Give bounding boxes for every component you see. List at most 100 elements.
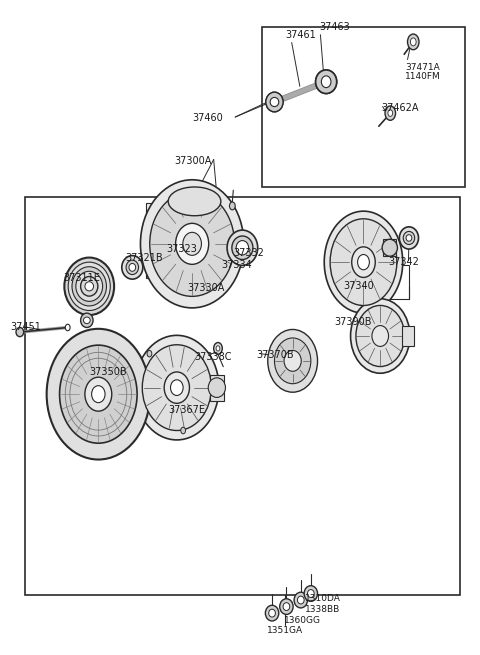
- Text: 37338C: 37338C: [194, 352, 232, 362]
- Ellipse shape: [236, 240, 249, 255]
- Text: 37463: 37463: [319, 22, 350, 32]
- Circle shape: [388, 110, 393, 117]
- Ellipse shape: [382, 239, 397, 256]
- Bar: [24, 196, 460, 595]
- Bar: [210, 375, 224, 401]
- Ellipse shape: [350, 299, 410, 373]
- Ellipse shape: [280, 599, 293, 614]
- Text: 1310DA: 1310DA: [305, 594, 340, 603]
- Text: 37461: 37461: [286, 30, 316, 40]
- Circle shape: [216, 346, 220, 351]
- Ellipse shape: [308, 590, 314, 597]
- Ellipse shape: [85, 377, 112, 411]
- Bar: [344, 265, 409, 299]
- Circle shape: [214, 343, 222, 354]
- Ellipse shape: [352, 247, 375, 278]
- Ellipse shape: [406, 234, 412, 241]
- Text: 37370B: 37370B: [257, 350, 294, 360]
- Ellipse shape: [47, 329, 150, 460]
- Ellipse shape: [85, 282, 94, 291]
- Ellipse shape: [283, 603, 290, 610]
- Bar: [383, 239, 396, 256]
- Text: 37390B: 37390B: [335, 316, 372, 327]
- Ellipse shape: [76, 271, 103, 301]
- Ellipse shape: [81, 276, 98, 296]
- Text: 37330A: 37330A: [187, 283, 225, 293]
- Ellipse shape: [322, 76, 331, 88]
- Ellipse shape: [316, 70, 336, 94]
- Bar: [262, 27, 465, 187]
- Ellipse shape: [322, 76, 331, 88]
- Ellipse shape: [135, 335, 219, 440]
- Ellipse shape: [227, 230, 258, 265]
- Ellipse shape: [92, 386, 105, 403]
- Text: 1338BB: 1338BB: [305, 605, 340, 614]
- Ellipse shape: [269, 609, 276, 617]
- Text: 37462A: 37462A: [381, 103, 419, 113]
- Ellipse shape: [142, 345, 211, 430]
- Text: 37334: 37334: [221, 260, 252, 270]
- Ellipse shape: [324, 211, 403, 313]
- Ellipse shape: [141, 179, 244, 308]
- Text: 1351GA: 1351GA: [267, 626, 303, 635]
- Ellipse shape: [358, 255, 370, 270]
- Ellipse shape: [270, 98, 279, 107]
- Ellipse shape: [270, 98, 279, 107]
- Ellipse shape: [176, 223, 209, 265]
- Bar: [146, 203, 229, 278]
- Ellipse shape: [266, 92, 283, 112]
- Text: 37321B: 37321B: [125, 253, 163, 263]
- Bar: [403, 326, 414, 346]
- Circle shape: [229, 202, 235, 210]
- Ellipse shape: [399, 227, 419, 249]
- Ellipse shape: [81, 313, 93, 328]
- Text: 37300A: 37300A: [174, 156, 211, 166]
- Ellipse shape: [298, 596, 304, 604]
- Ellipse shape: [64, 257, 114, 315]
- Circle shape: [181, 427, 186, 434]
- Text: 37311E: 37311E: [63, 273, 100, 283]
- Ellipse shape: [126, 260, 139, 274]
- Ellipse shape: [266, 92, 283, 112]
- Ellipse shape: [208, 378, 226, 398]
- Ellipse shape: [16, 328, 24, 337]
- Ellipse shape: [403, 231, 415, 244]
- Text: 1360GG: 1360GG: [284, 616, 321, 625]
- Circle shape: [410, 38, 416, 46]
- Ellipse shape: [232, 236, 253, 259]
- Ellipse shape: [170, 380, 183, 396]
- Ellipse shape: [72, 267, 107, 306]
- Ellipse shape: [304, 586, 318, 601]
- Ellipse shape: [84, 317, 90, 324]
- Ellipse shape: [275, 338, 311, 384]
- Text: 37367E: 37367E: [168, 405, 205, 415]
- Ellipse shape: [372, 326, 388, 346]
- Ellipse shape: [168, 187, 221, 215]
- Ellipse shape: [60, 345, 137, 443]
- Circle shape: [65, 324, 70, 331]
- Text: 37340: 37340: [343, 282, 373, 291]
- Ellipse shape: [122, 255, 143, 279]
- Ellipse shape: [294, 592, 308, 608]
- Ellipse shape: [129, 263, 136, 271]
- Ellipse shape: [316, 70, 336, 94]
- Text: 37451: 37451: [10, 322, 41, 333]
- Ellipse shape: [68, 262, 110, 310]
- Ellipse shape: [150, 191, 235, 296]
- Ellipse shape: [268, 329, 318, 392]
- Text: 37350B: 37350B: [89, 367, 127, 377]
- Ellipse shape: [183, 233, 202, 255]
- Circle shape: [385, 106, 396, 121]
- Text: 37460: 37460: [192, 113, 223, 123]
- Circle shape: [147, 350, 152, 357]
- Ellipse shape: [265, 605, 279, 621]
- Text: 37342: 37342: [388, 257, 419, 267]
- Ellipse shape: [284, 350, 301, 371]
- Ellipse shape: [356, 305, 405, 367]
- Ellipse shape: [330, 219, 397, 305]
- Circle shape: [408, 34, 419, 50]
- Text: 37323: 37323: [166, 244, 197, 254]
- Text: 37471A
1140FM: 37471A 1140FM: [405, 63, 441, 81]
- Ellipse shape: [164, 372, 190, 403]
- Text: 37332: 37332: [233, 248, 264, 258]
